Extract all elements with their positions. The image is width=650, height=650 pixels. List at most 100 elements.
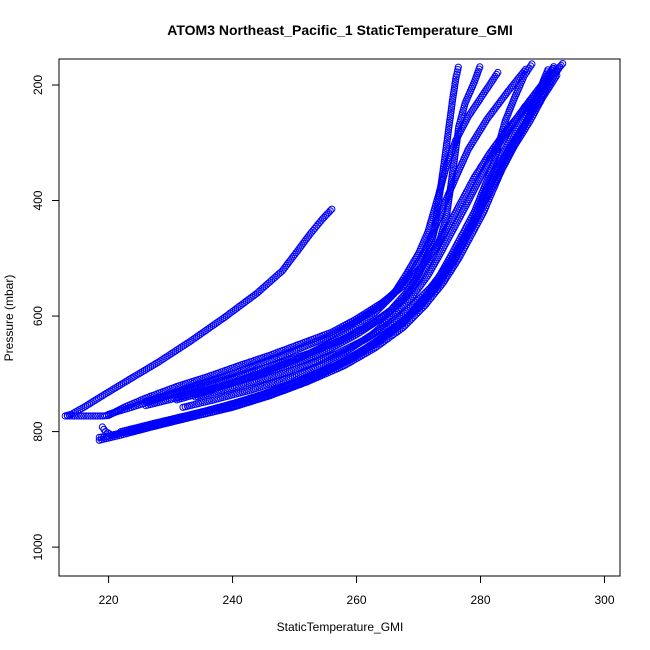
data-point	[104, 388, 112, 396]
x-tick-label: 260	[347, 593, 367, 607]
data-point	[450, 155, 459, 163]
data-point	[383, 321, 391, 330]
profile-series	[179, 63, 558, 411]
data-point	[375, 326, 383, 335]
data-point	[444, 132, 452, 140]
data-point	[93, 395, 101, 403]
data-point	[398, 276, 406, 284]
data-point	[73, 412, 81, 420]
data-point	[181, 341, 189, 349]
data-point	[446, 114, 454, 122]
data-point	[410, 257, 418, 265]
data-point	[537, 86, 545, 94]
data-point	[540, 82, 548, 90]
data-point	[441, 149, 450, 157]
data-point	[524, 107, 532, 115]
data-point	[453, 136, 461, 144]
data-point	[96, 393, 105, 401]
data-point	[414, 276, 423, 284]
data-point	[452, 143, 460, 151]
data-point	[406, 283, 414, 291]
data-point	[513, 124, 522, 132]
x-tick-label: 300	[594, 593, 614, 607]
data-point	[431, 221, 439, 229]
data-point	[523, 109, 531, 117]
data-point	[470, 136, 478, 144]
data-point	[68, 412, 76, 420]
data-point	[402, 289, 410, 297]
y-tick-label: 400	[31, 190, 45, 210]
data-point	[373, 328, 381, 336]
data-point	[437, 184, 445, 192]
data-point	[356, 347, 364, 356]
data-points	[61, 60, 567, 444]
profile-series	[191, 64, 558, 401]
data-point	[525, 105, 534, 113]
data-point	[445, 259, 453, 267]
data-point	[354, 329, 363, 337]
data-point	[451, 77, 459, 86]
data-point	[187, 337, 195, 345]
profile-series	[95, 63, 564, 441]
data-point	[401, 272, 409, 280]
data-point	[430, 226, 438, 234]
data-point	[412, 274, 420, 282]
data-point	[407, 282, 415, 290]
data-point	[443, 137, 451, 145]
data-point	[474, 130, 482, 138]
data-point	[515, 122, 523, 130]
data-point	[366, 333, 374, 341]
data-point	[535, 90, 543, 98]
data-point	[454, 127, 462, 135]
data-point	[453, 134, 461, 142]
plot-frame	[58, 58, 621, 577]
x-tick-label: 240	[223, 593, 243, 607]
data-point	[476, 63, 484, 71]
data-point	[108, 386, 116, 394]
data-point	[480, 120, 488, 128]
data-point	[441, 155, 449, 164]
data-point	[110, 385, 118, 393]
y-tick-label: 1000	[31, 533, 45, 560]
data-point	[368, 321, 376, 329]
data-point	[366, 322, 374, 330]
data-point	[494, 68, 502, 77]
data-point	[377, 325, 385, 333]
data-point	[438, 174, 446, 182]
y-axis-label: Pressure (mbar)	[2, 275, 16, 362]
data-point	[451, 148, 459, 156]
data-point	[84, 412, 93, 420]
data-point	[476, 95, 484, 104]
data-point	[453, 139, 461, 147]
data-point	[391, 288, 399, 296]
chart-title: ATOM3 Northeast_Pacific_1 StaticTemperat…	[167, 22, 512, 38]
data-point	[396, 280, 404, 288]
data-point	[448, 102, 456, 111]
data-point	[433, 209, 441, 217]
data-point	[509, 131, 517, 139]
data-point	[66, 412, 74, 420]
data-point	[422, 263, 430, 271]
data-point	[435, 193, 443, 201]
data-point	[419, 269, 427, 277]
data-point	[448, 100, 456, 108]
data-point	[368, 331, 376, 339]
data-point	[436, 188, 444, 196]
data-point	[434, 200, 442, 208]
data-point	[61, 412, 69, 420]
data-point	[451, 150, 459, 158]
data-point	[152, 359, 160, 367]
data-point	[395, 282, 403, 290]
data-point	[87, 412, 95, 420]
data-point	[360, 326, 368, 334]
y-tick-label: 200	[31, 75, 45, 95]
data-point	[135, 370, 143, 378]
data-point	[392, 286, 400, 294]
data-point	[144, 364, 153, 372]
data-point	[430, 228, 438, 236]
data-point	[438, 172, 446, 180]
profile-series	[117, 66, 552, 436]
data-point	[492, 70, 501, 79]
data-point	[89, 397, 97, 406]
data-point	[432, 214, 440, 222]
